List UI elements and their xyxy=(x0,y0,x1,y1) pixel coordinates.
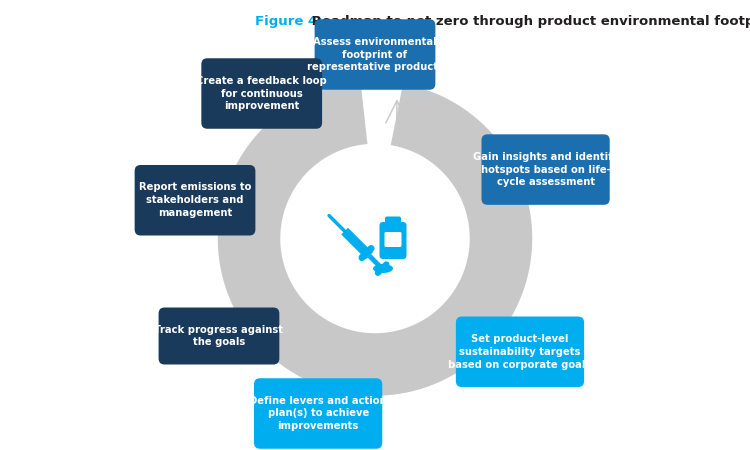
FancyBboxPatch shape xyxy=(385,232,401,247)
Text: Track progress against
the goals: Track progress against the goals xyxy=(154,324,284,347)
Text: Assess environmental
footprint of
representative products: Assess environmental footprint of repres… xyxy=(307,37,443,72)
FancyBboxPatch shape xyxy=(456,316,584,387)
Ellipse shape xyxy=(373,264,393,273)
Text: Report emissions to
stakeholders and
management: Report emissions to stakeholders and man… xyxy=(139,182,251,218)
Polygon shape xyxy=(341,228,373,259)
Text: Roadmap to net zero through product environmental footprint.: Roadmap to net zero through product envi… xyxy=(307,15,750,28)
Circle shape xyxy=(284,148,466,329)
FancyBboxPatch shape xyxy=(315,19,435,90)
Text: Define levers and action
plan(s) to achieve
improvements: Define levers and action plan(s) to achi… xyxy=(249,396,387,431)
FancyBboxPatch shape xyxy=(254,378,382,449)
FancyBboxPatch shape xyxy=(135,165,256,235)
Text: Set product-level
sustainability targets
based on corporate goals: Set product-level sustainability targets… xyxy=(448,334,592,369)
FancyBboxPatch shape xyxy=(158,307,279,364)
Text: Create a feedback loop
for continuous
improvement: Create a feedback loop for continuous im… xyxy=(196,76,327,111)
Text: Gain insights and identify
hotspots based on life-
cycle assessment: Gain insights and identify hotspots base… xyxy=(472,152,619,187)
FancyBboxPatch shape xyxy=(380,222,406,259)
FancyBboxPatch shape xyxy=(385,216,401,229)
Text: Figure 4:: Figure 4: xyxy=(255,15,322,28)
FancyBboxPatch shape xyxy=(482,134,610,205)
FancyBboxPatch shape xyxy=(201,58,322,129)
